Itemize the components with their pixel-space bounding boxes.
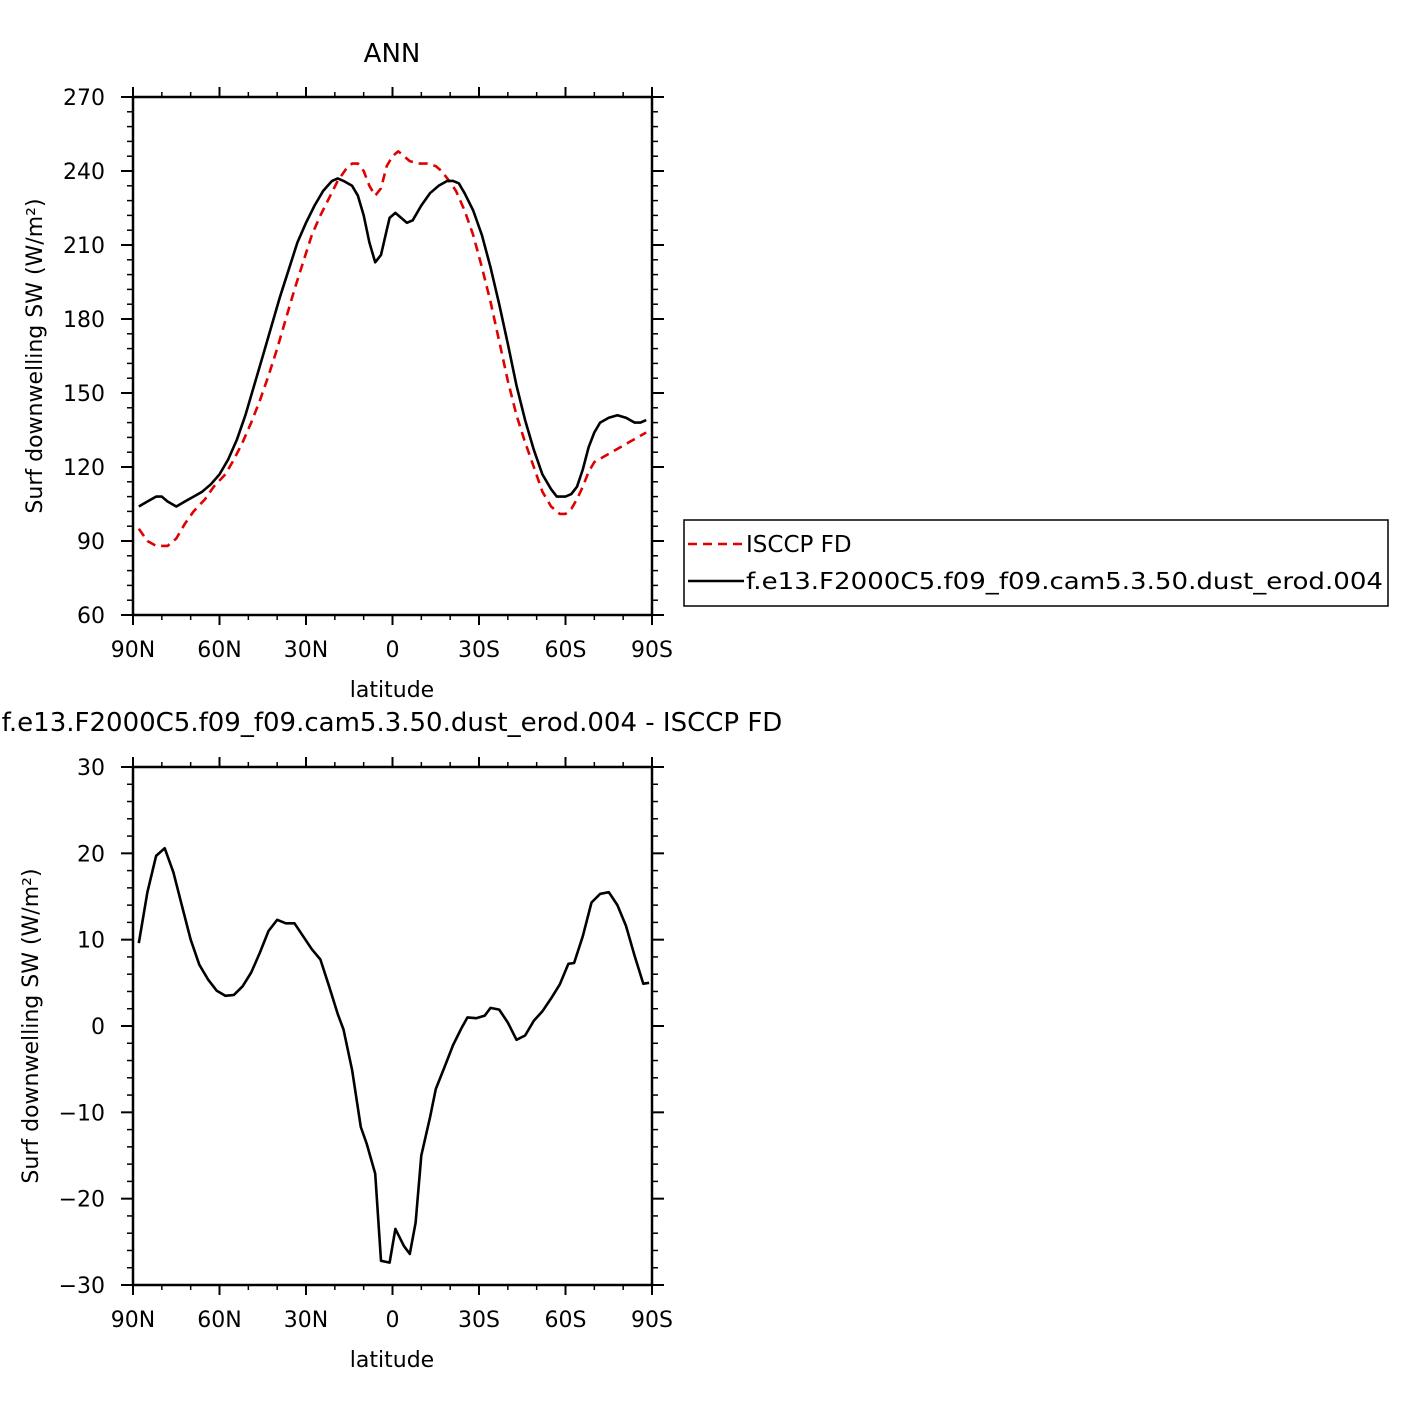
top-x-tick-label: 30N [284, 638, 328, 663]
top-x-tick-label: 60N [197, 638, 241, 663]
legend: ISCCP FD f.e13.F2000C5.f09_f09.cam5.3.50… [683, 519, 1389, 607]
bottom-y-tick-label: 0 [91, 1015, 105, 1040]
legend-label-isccp: ISCCP FD [746, 532, 852, 558]
top-x-tick-label: 0 [386, 638, 400, 663]
bottom-x-tick-label: 0 [386, 1308, 400, 1333]
bottom-panel-title: f.e13.F2000C5.f09_f09.cam5.3.50.dust_ero… [2, 708, 783, 738]
bottom-x-tick-label: 90N [111, 1308, 155, 1333]
legend-label-model: f.e13.F2000C5.f09_f09.cam5.3.50.dust_ero… [746, 569, 1383, 595]
legend-box [683, 519, 1389, 607]
top-y-tick-label: 210 [63, 234, 105, 259]
bottom-y-tick-label: −20 [59, 1188, 105, 1213]
top-panel-title: ANN [364, 39, 421, 69]
top-x-tick-label: 60S [545, 638, 587, 663]
bottom-x-tick-label: 30N [284, 1308, 328, 1333]
bottom-series-line-model [137, 846, 650, 1264]
top-series-line-isccp [137, 150, 647, 548]
bottom-y-tick-label: −10 [59, 1101, 105, 1126]
bottom-y-tick-label: 10 [77, 929, 105, 954]
top-y-tick-label: 120 [63, 456, 105, 481]
top-y-tick-label: 60 [77, 604, 105, 629]
top-x-tick-label: 90N [111, 638, 155, 663]
bottom-x-tick-label: 60S [545, 1308, 587, 1333]
bottom-plot-frame [131, 765, 654, 1287]
bottom-x-axis-title: latitude [350, 1348, 434, 1373]
bottom-y-tick-label: −30 [59, 1274, 105, 1299]
top-y-axis-title: Surf downwelling SW (W/m²) [23, 198, 48, 513]
top-y-tick-label: 150 [63, 382, 105, 407]
top-y-tick-label: 270 [63, 86, 105, 111]
top-y-tick-label: 90 [77, 530, 105, 555]
top-plot-frame [131, 95, 654, 617]
top-y-tick-label: 180 [63, 308, 105, 333]
bottom-x-tick-label: 90S [631, 1308, 673, 1333]
top-x-tick-label: 90S [631, 638, 673, 663]
top-x-axis-title: latitude [350, 678, 434, 703]
bottom-x-tick-label: 30S [458, 1308, 500, 1333]
bottom-y-tick-label: 20 [77, 842, 105, 867]
bottom-y-axis-title: Surf downwelling SW (W/m²) [19, 868, 44, 1183]
top-x-tick-label: 30S [458, 638, 500, 663]
top-y-tick-label: 240 [63, 160, 105, 185]
bottom-x-tick-label: 60N [197, 1308, 241, 1333]
top-panel: ANN 90N 60N 30N 0 30S 60S 90S 60 90 120 150 180 210 2… [23, 39, 673, 703]
bottom-panel: f.e13.F2000C5.f09_f09.cam5.3.50.dust_ero… [2, 708, 783, 1373]
top-series-line-model [138, 177, 647, 508]
bottom-y-tick-label: 30 [77, 756, 105, 781]
